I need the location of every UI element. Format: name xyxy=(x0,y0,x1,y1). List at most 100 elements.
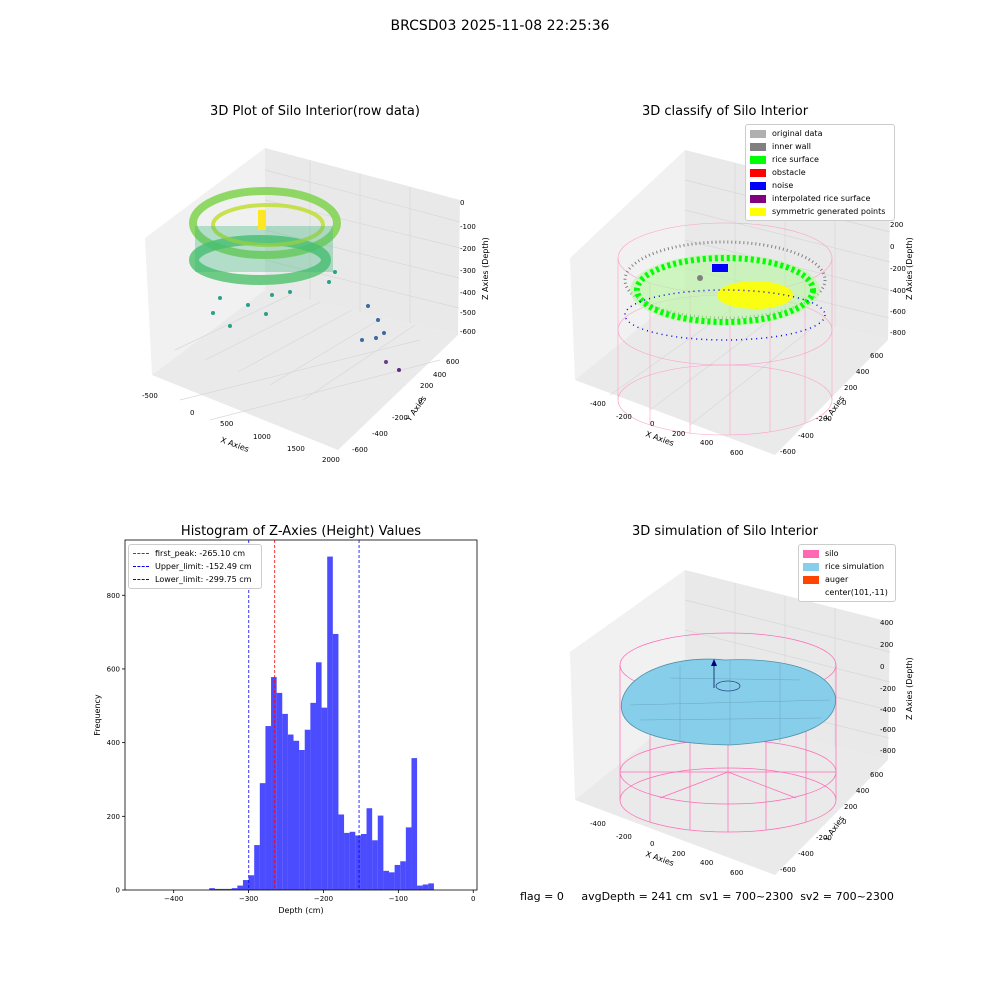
legend-line xyxy=(133,553,149,554)
z-tick: 0 xyxy=(880,663,884,671)
z-tick: -800 xyxy=(880,747,896,755)
simulation-3d-plot: -400 -200 0 200 400 600 -600 -400 -200 0… xyxy=(570,570,914,877)
x-tick: 0 xyxy=(650,420,654,428)
histogram-bar xyxy=(422,884,429,890)
histogram-bar xyxy=(400,861,406,890)
histogram-bar xyxy=(304,729,311,890)
x-axis-label: X Axies xyxy=(644,849,675,868)
y-tick: -200 xyxy=(816,415,832,423)
legend-item-lower-limit: Lower_limit: -299.75 cm xyxy=(129,573,261,586)
pane-left xyxy=(570,150,685,380)
histogram-bar xyxy=(366,808,373,890)
x-tick: -400 xyxy=(590,400,606,408)
z-axis-label: Z Axies (Depth) xyxy=(905,657,914,720)
classify-legend: original data inner wall rice surface ob… xyxy=(745,124,895,221)
pane-left xyxy=(570,570,685,800)
x-tick-label: 0 xyxy=(471,895,475,903)
y-tick: 0 xyxy=(418,397,422,405)
legend-item-upper-limit: Upper_limit: -152.49 cm xyxy=(129,560,261,573)
legend-item-first-peak: first_peak: -265.10 cm xyxy=(129,547,261,560)
y-tick: 0 xyxy=(842,399,846,407)
z-tick: -800 xyxy=(890,329,906,337)
legend-item-noise: noise xyxy=(746,179,894,192)
y-ticks: 0 200 400 600 800 xyxy=(107,592,125,895)
z-tick: -500 xyxy=(460,309,476,317)
y-tick: 400 xyxy=(856,787,869,795)
pane-floor xyxy=(152,290,458,450)
y-tick: 600 xyxy=(870,771,883,779)
y-tick: -400 xyxy=(798,850,814,858)
legend-swatch xyxy=(750,129,766,138)
pane-floor xyxy=(575,290,888,455)
simulation-plot-title: 3D simulation of Silo Interior xyxy=(632,524,818,539)
histogram-bar xyxy=(315,662,322,890)
z-tick: -600 xyxy=(460,328,476,336)
z-tick: 0 xyxy=(460,199,464,207)
histogram-bar xyxy=(293,740,300,890)
legend-item-obstacle: obstacle xyxy=(746,166,894,179)
y-tick: 0 xyxy=(842,818,846,826)
z-tick: 0 xyxy=(890,243,894,251)
z-tick: -400 xyxy=(890,287,906,295)
figure-title: BRCSD03 2025-11-08 22:25:36 xyxy=(390,18,610,34)
histogram-bar xyxy=(214,888,221,890)
x-tick: 600 xyxy=(730,449,743,457)
x-tick: -500 xyxy=(142,392,158,400)
x-tick: 2000 xyxy=(322,456,340,464)
rice-simulation-surface xyxy=(620,658,836,746)
x-tick-label: −400 xyxy=(164,895,183,903)
x-tick: -200 xyxy=(616,413,632,421)
histogram-bar xyxy=(372,840,378,890)
x-axis-label: X Axies xyxy=(219,435,250,454)
x-tick: 400 xyxy=(700,439,713,447)
histogram-bar xyxy=(242,880,249,890)
y-tick: -400 xyxy=(798,432,814,440)
x-tick: 600 xyxy=(730,869,743,877)
x-tick-label: −100 xyxy=(389,895,408,903)
y-tick: 200 xyxy=(844,803,857,811)
histogram-bar xyxy=(360,834,367,890)
auger-tip xyxy=(711,659,717,666)
z-tick: -300 xyxy=(460,267,476,275)
histogram-bar xyxy=(327,556,333,890)
x-tick: 200 xyxy=(672,430,685,438)
raw-3d-plot: -500 0 500 1000 1500 2000 -600 -400 -200… xyxy=(142,148,490,464)
histogram-legend: first_peak: -265.10 cm Upper_limit: -152… xyxy=(128,544,262,589)
center-marker xyxy=(715,680,741,692)
x-tick: -200 xyxy=(616,833,632,841)
y-tick: 600 xyxy=(446,358,459,366)
x-tick: 1000 xyxy=(253,433,271,441)
y-tick-label: 600 xyxy=(107,665,120,673)
legend-swatch xyxy=(750,155,766,164)
histogram-bar xyxy=(411,758,418,890)
histogram-bar xyxy=(428,883,434,890)
histogram-bar xyxy=(310,702,316,890)
histogram-bar xyxy=(355,835,361,890)
z-tick: 200 xyxy=(880,641,893,649)
legend-swatch xyxy=(803,562,819,571)
histogram-bar xyxy=(383,870,389,890)
histogram-bar xyxy=(226,888,232,890)
x-tick: 400 xyxy=(700,859,713,867)
y-tick: -600 xyxy=(780,866,796,874)
y-tick: 200 xyxy=(844,384,857,392)
z-axis-label: Z Axies (Depth) xyxy=(905,237,914,300)
x-tick: 200 xyxy=(672,850,685,858)
y-axis-label: Frequency xyxy=(93,694,102,736)
legend-item-symmetric: symmetric generated points xyxy=(746,205,894,218)
x-axis-label: X Axies xyxy=(644,429,675,448)
raw-plot-title: 3D Plot of Silo Interior(row data) xyxy=(210,104,420,119)
pane-back xyxy=(265,148,460,335)
legend-swatch xyxy=(750,142,766,151)
y-tick-label: 200 xyxy=(107,813,120,821)
z-tick: 200 xyxy=(890,221,903,229)
histogram-bars xyxy=(209,556,434,890)
z-axis-label: Z Axies (Depth) xyxy=(481,237,490,300)
histogram-reference-lines xyxy=(248,540,360,890)
histogram-bar xyxy=(287,734,294,890)
histogram-bar xyxy=(254,845,260,890)
x-tick: 1500 xyxy=(287,445,305,453)
legend-line xyxy=(133,579,149,580)
pane-left xyxy=(145,148,265,375)
status-summary: flag = 0 avgDepth = 241 cm sv1 = 700~230… xyxy=(520,890,894,903)
